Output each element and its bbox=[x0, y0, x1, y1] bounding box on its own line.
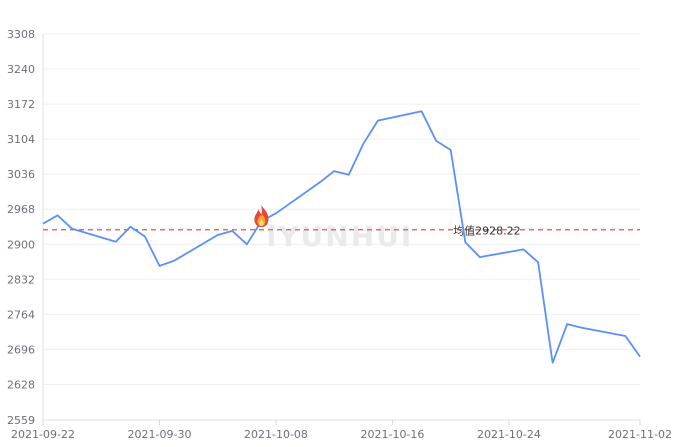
axes bbox=[42, 34, 640, 421]
y-tick-label: 2900 bbox=[7, 238, 35, 251]
y-tick-label: 3036 bbox=[7, 168, 35, 181]
x-tick-label: 2021-10-24 bbox=[477, 428, 541, 441]
grid bbox=[43, 33, 640, 385]
x-tick-label: 2021-09-22 bbox=[11, 428, 75, 441]
y-axis-ticks: 2559 2628 2696 2764 2832 2900 2968 3036 3104 3172… bbox=[7, 28, 35, 427]
x-tick-label: 2021-09-30 bbox=[128, 428, 192, 441]
y-tick-label: 2696 bbox=[7, 343, 35, 356]
fire-icon bbox=[254, 205, 269, 228]
y-tick-label: 2559 bbox=[7, 414, 35, 427]
y-tick-label: 2764 bbox=[7, 308, 35, 321]
y-tick-label: 3104 bbox=[7, 133, 35, 146]
series-line bbox=[42, 110, 641, 364]
y-tick-label: 3240 bbox=[7, 63, 35, 76]
mean-label: 均值2928.22 bbox=[453, 225, 521, 238]
y-tick-label: 2628 bbox=[7, 378, 35, 391]
y-tick-label: 3172 bbox=[7, 98, 35, 111]
x-tick-label: 2021-10-08 bbox=[244, 428, 308, 441]
series-group bbox=[42, 110, 641, 364]
y-tick-label: 3308 bbox=[7, 28, 35, 41]
x-axis-ticks: 2021-09-22 2021-09-30 2021-10-08 2021-10-16… bbox=[11, 420, 672, 441]
fire-marker bbox=[254, 205, 269, 228]
mean-line-group: 均值2928.22 bbox=[43, 225, 640, 238]
x-tick-label: 2021-11-02 bbox=[608, 428, 672, 441]
y-tick-label: 2832 bbox=[7, 273, 35, 286]
x-tick-label: 2021-10-16 bbox=[360, 428, 424, 441]
watermark: iYUNHUI bbox=[267, 220, 414, 253]
y-tick-label: 2968 bbox=[7, 203, 35, 216]
